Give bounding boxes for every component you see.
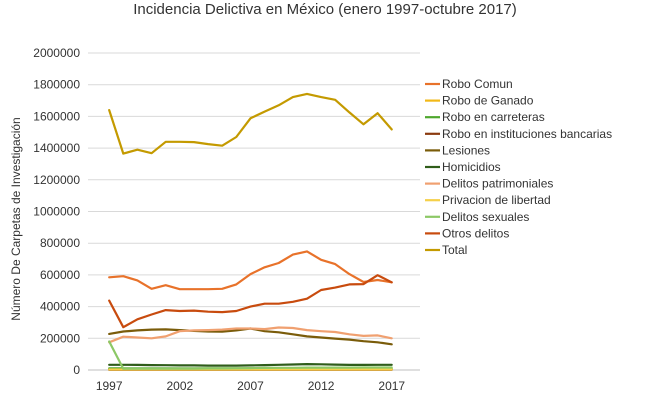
legend-label: Privacion de libertad [442, 193, 551, 207]
legend-item-privacion-de-libertad: Privacion de libertad [425, 193, 551, 207]
series-line-homicidios [108, 363, 393, 367]
series-line-delitos-patrimoniales [108, 326, 393, 344]
series-line-delitos-sexuales [108, 340, 393, 370]
y-tick-label: 1600000 [33, 109, 80, 123]
series-lines [108, 92, 393, 371]
legend-label: Robo de Ganado [442, 94, 534, 108]
legend-item-robo-comun: Robo Comun [425, 77, 513, 91]
legend-label: Robo en instituciones bancarias [442, 127, 612, 141]
x-tick-label: 2012 [308, 379, 335, 393]
legend-label: Homicidios [442, 160, 501, 174]
legend-item-robo-en-carreteras: Robo en carreteras [425, 110, 545, 124]
series-line-otros-delitos [108, 274, 393, 329]
legend-item-delitos-sexuales: Delitos sexuales [425, 210, 529, 224]
legend-label: Delitos sexuales [442, 210, 529, 224]
y-tick-label: 1400000 [33, 141, 80, 155]
legend-label: Lesiones [442, 143, 490, 157]
legend-item-homicidios: Homicidios [425, 160, 501, 174]
legend-item-robo-en-instituciones-bancarias: Robo en instituciones bancarias [425, 127, 612, 141]
y-tick-label: 2000000 [33, 46, 80, 60]
legend-label: Robo en carreteras [442, 110, 545, 124]
legend-label: Robo Comun [442, 77, 513, 91]
y-tick-labels: 0 200000 400000 600000 800000 1000000 1200000 1… [33, 46, 80, 377]
legend: Robo Comun Robo de Ganado Robo en carreter… [425, 77, 612, 257]
x-tick-label: 2002 [166, 379, 193, 393]
series-line-robo-comun [108, 250, 393, 291]
legend-item-robo-de-ganado: Robo de Ganado [425, 94, 534, 108]
legend-item-lesiones: Lesiones [425, 143, 490, 157]
y-axis-label: Número De Carpetas de Investigación [9, 117, 23, 320]
x-tick-labels: 1997 2002 2007 2012 2017 [96, 379, 406, 393]
y-tick-label: 0 [73, 363, 80, 377]
grid-lines [88, 52, 420, 371]
y-tick-label: 200000 [40, 331, 80, 345]
legend-item-total: Total [425, 243, 467, 257]
legend-label: Delitos patrimoniales [442, 177, 553, 191]
legend-label: Otros delitos [442, 226, 509, 240]
legend-item-otros-delitos: Otros delitos [425, 226, 509, 240]
y-tick-label: 600000 [40, 268, 80, 282]
y-tick-label: 800000 [40, 236, 80, 250]
x-tick-label: 2017 [378, 379, 405, 393]
chart-title: Incidencia Delictiva en México (enero 19… [133, 1, 517, 18]
y-tick-label: 1800000 [33, 78, 80, 92]
legend-label: Total [442, 243, 467, 257]
y-tick-label: 1000000 [33, 205, 80, 219]
x-tick-label: 2007 [237, 379, 264, 393]
x-tick-label: 1997 [96, 379, 123, 393]
series-line-total [108, 92, 393, 155]
series-line-lesiones [108, 327, 393, 346]
y-tick-label: 400000 [40, 300, 80, 314]
legend-item-delitos-patrimoniales: Delitos patrimoniales [425, 177, 553, 191]
y-tick-label: 1200000 [33, 173, 80, 187]
